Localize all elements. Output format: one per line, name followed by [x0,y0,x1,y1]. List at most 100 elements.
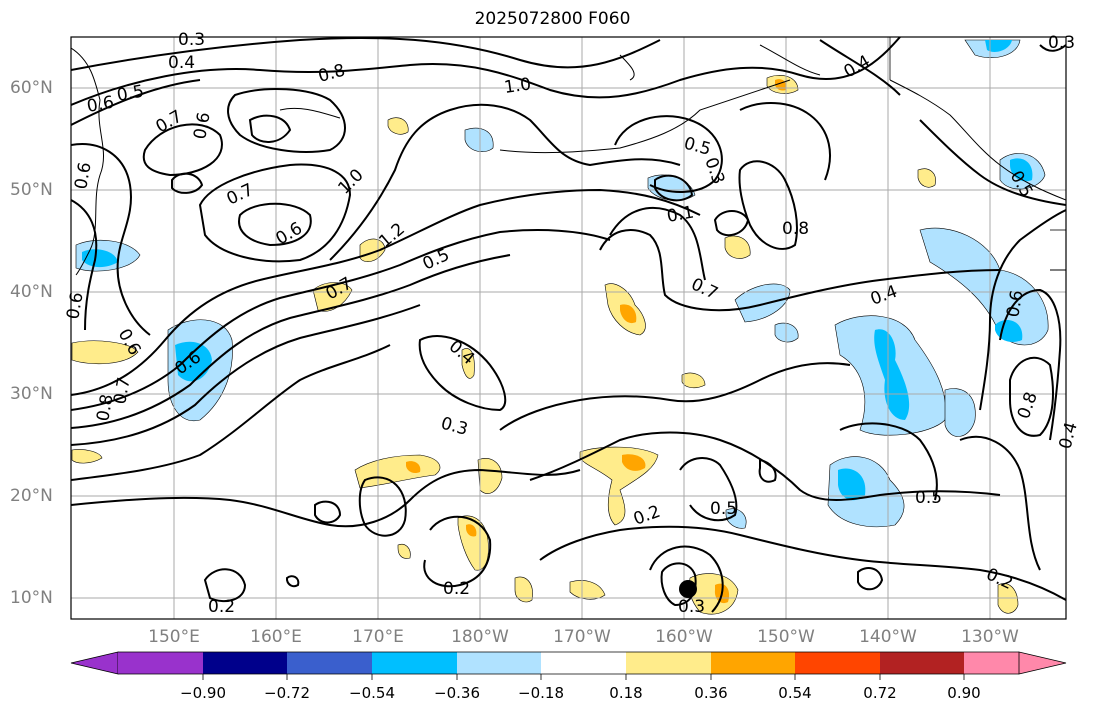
fill-light-blue [944,388,976,437]
fill-yellow [477,458,503,494]
fill-light-blue [919,227,1049,346]
contour-label: 0.1 [665,203,695,227]
colorbar-bin [711,652,795,674]
lat-label: 30°N [10,384,53,404]
colorbar-tick-label: −0.36 [434,684,480,702]
colorbar-max-extend [1018,651,1067,675]
fill-yellow [681,372,706,389]
fill-yellow [359,238,386,263]
coastlines [71,44,1066,276]
contour-label: 0.4 [168,53,195,73]
contour-label: 1.0 [334,165,367,198]
contour-label: 0.8 [316,61,347,87]
contour-label: 0.6 [71,161,95,191]
lon-label: 160°E [250,627,302,647]
contour-label: 0.3 [178,30,205,50]
lat-label: 50°N [10,180,53,200]
lon-label: 150°E [148,627,200,647]
colorbar-tick-label: 0.90 [947,684,981,702]
contour-label: 0.5 [710,499,737,519]
colorbar-bin [287,652,372,674]
colorbar-bin [203,652,287,674]
contour-label: 0.6 [1003,289,1027,319]
fill-orange [406,461,421,474]
contour-label: 0.7 [110,376,134,406]
fill-yellow [71,340,139,365]
grid-lines [71,37,1066,619]
lat-label: 60°N [10,78,53,98]
fill-light-blue [827,456,905,528]
contour-label: 0.2 [208,597,235,617]
fill-yellow [514,576,533,603]
fill-yellow [569,580,606,600]
contour-label: 0.8 [93,393,117,423]
fill-yellow [387,117,409,135]
lon-label: 160°W [655,627,713,647]
fill-yellow [724,235,751,259]
fill-yellow [71,449,103,464]
lat-label: 20°N [10,486,53,506]
fill-blue [82,249,118,268]
colorbar-bin [626,652,711,674]
colorbar [70,651,1067,680]
lon-label: 130°W [961,627,1019,647]
colorbar-tick-label: 0.18 [609,684,643,702]
contour-label: 0.4 [1056,420,1082,451]
contour-label: 0.3 [439,414,470,440]
colorbar-tick-label: 0.72 [863,684,897,702]
contour-label: 0.5 [115,82,145,106]
contour-label: 0.2 [443,579,470,599]
colorbar-tick-label: 0.54 [778,684,812,702]
cyclone-core [679,580,697,598]
fill-orange [466,524,477,537]
contour-label: 0.8 [782,219,809,239]
fill-orange [620,304,637,324]
colorbar-min-extend [70,651,119,675]
fill-yellow [397,543,411,559]
contour-label: 0.3 [1048,33,1075,53]
colorbar-bin [372,652,457,674]
contour-label: 0.5 [682,134,713,160]
lon-label: 170°E [352,627,404,647]
contour-label: 0.6 [63,291,87,321]
fill-yellow [312,282,353,312]
fill-yellow [354,454,441,489]
fill-yellow [457,515,489,571]
colorbar-bin [541,652,626,674]
fill-light-blue [464,127,494,153]
fill-light-blue [734,283,791,323]
colorbar-tick-label: −0.90 [180,684,226,702]
contour-label: 0.7 [153,106,186,137]
contour-label: 0.3 [678,597,705,617]
anomaly-fills [71,39,1049,615]
colorbar-tick-label: −0.54 [349,684,395,702]
contour-lines [71,37,1066,613]
contour-label: 0.6 [85,93,115,117]
fill-orange [622,454,646,471]
colorbar-tick-label: −0.18 [518,684,564,702]
fill-yellow [917,168,936,188]
contour-label: 0.4 [868,282,900,310]
colorbar-bin [118,652,203,674]
colorbar-tick-label: −0.72 [264,684,310,702]
fill-yellow [461,348,475,379]
contour-label: 0.3 [700,155,728,187]
contour-label: 0.7 [688,274,721,304]
contour-label: 0.2 [631,502,663,530]
map-title: 2025072800 F060 [474,9,631,29]
colorbar-bin [457,652,541,674]
colorbar-bin [795,652,880,674]
colorbar-bin [880,652,964,674]
lat-label: 10°N [10,588,53,608]
colorbar-tick-label: 0.36 [694,684,728,702]
contour-label: 0.5 [915,488,942,508]
fill-blue [838,468,866,501]
fill-blue [995,320,1023,342]
border-lines [889,37,1066,231]
contour-label: 0.7 [224,180,257,210]
fill-blue [985,40,1012,52]
lon-label: 170°W [553,627,611,647]
lat-label: 40°N [10,282,53,302]
contour-label: 1.0 [503,74,533,98]
